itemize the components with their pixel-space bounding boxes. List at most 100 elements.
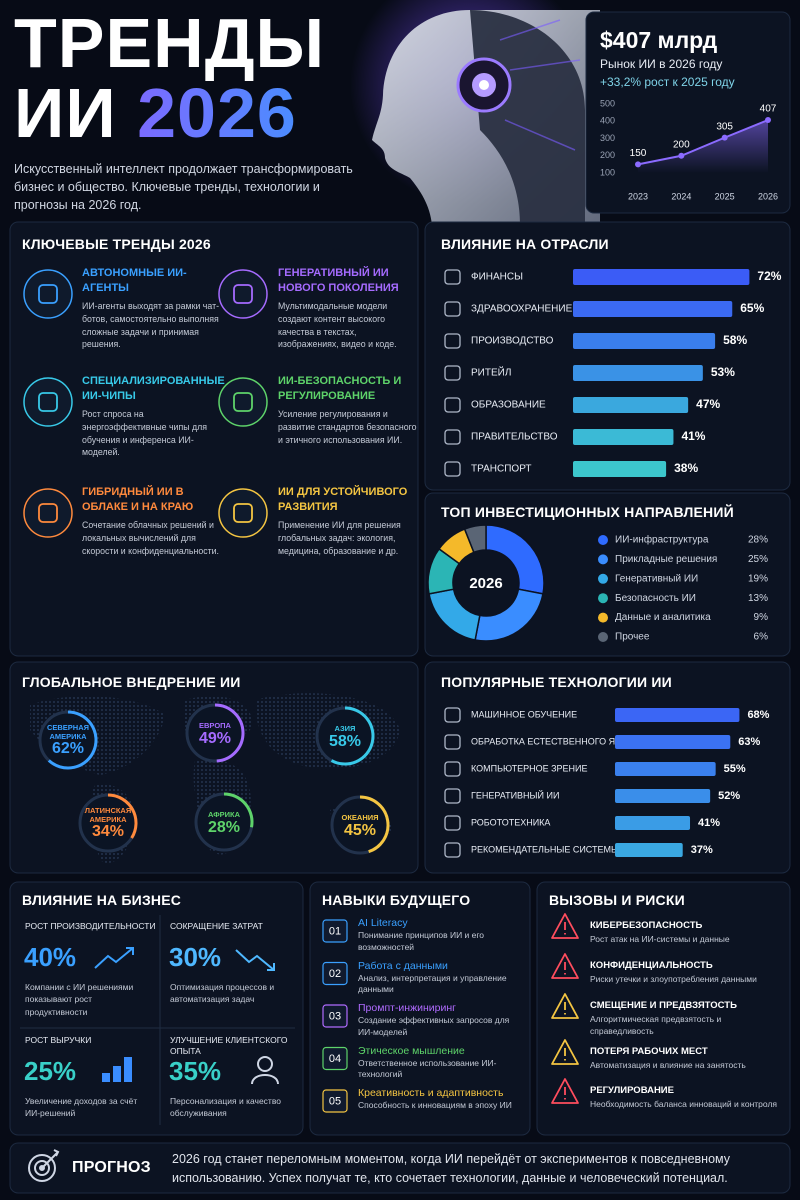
category-icon	[444, 301, 461, 317]
section-title: ПОПУЛЯРНЫЕ ТЕХНОЛОГИИ ИИ	[441, 674, 672, 690]
region-ring	[359, 795, 390, 854]
category-icon	[444, 788, 461, 804]
y-tick-label: 500	[600, 98, 615, 108]
number-box	[322, 1046, 348, 1071]
icon-ring	[23, 488, 73, 538]
x-tick-label: 2025	[715, 191, 735, 201]
value-label: 63%	[738, 736, 760, 748]
legend-value: 25%	[748, 554, 768, 565]
y-tick-label: 100	[600, 167, 615, 177]
bars-icon	[124, 1057, 132, 1082]
category-icon	[444, 761, 461, 777]
category-label: РОБОТОТЕХНИКА	[471, 817, 550, 827]
trend-icon	[218, 488, 268, 538]
value-label: 65%	[740, 301, 764, 315]
region-name: ЕВРОПА	[199, 721, 231, 730]
bar	[573, 365, 703, 381]
data-label: 150	[630, 148, 647, 159]
value-label: 68%	[747, 709, 769, 721]
skill-title: Работа с данными	[358, 959, 448, 972]
y-tick-label: 300	[600, 133, 615, 143]
icon-ring	[218, 269, 268, 319]
skill-text: Способность к инновациям в эпоху ИИ	[358, 1100, 512, 1110]
region-name: АЗИЯ	[334, 724, 356, 733]
metric-label: РОСТ ПРОИЗВОДИТЕЛЬНОСТИ	[25, 921, 156, 931]
trends-panel	[9, 221, 419, 657]
icon-glyph	[38, 503, 58, 523]
bar	[573, 269, 750, 285]
category-icon	[444, 333, 461, 349]
risk-title: ПОТЕРЯ РАБОЧИХ МЕСТ	[590, 1046, 708, 1057]
bar	[573, 301, 733, 317]
point	[635, 161, 641, 168]
region-ring	[47, 710, 98, 770]
legend-label: Прикладные решения	[615, 554, 717, 565]
robot-illustration	[350, 0, 600, 225]
legend-dot	[598, 573, 608, 584]
icon-ring	[218, 488, 268, 538]
data-label: 407	[760, 104, 777, 115]
risk-title: КОНФИДЕНЦИАЛЬНОСТЬ	[590, 960, 713, 971]
legend-dot	[598, 593, 608, 604]
trend-icon	[23, 377, 73, 427]
title-year: 2026	[137, 74, 297, 152]
number-box	[322, 1004, 348, 1028]
trend-title: СПЕЦИАЛИЗИРОВАННЫЕ ИИ-ЧИПЫ	[82, 375, 225, 402]
category-label: ОБРАЗОВАНИЕ	[471, 400, 546, 411]
skills-panel	[309, 881, 531, 1136]
market-value: $407 млрд	[600, 27, 718, 53]
trend-title: ИИ ДЛЯ УСТОЙЧИВОГО РАЗВИТИЯ	[278, 486, 408, 513]
category-label: ТРАНСПОРТ	[471, 464, 532, 475]
skill-title: Промпт-инжиниринг	[358, 1002, 456, 1014]
data-label: 200	[673, 139, 690, 150]
metric-label: УЛУЧШЕНИЕ КЛИЕНТСКОГО ОПЫТА	[170, 1035, 288, 1057]
skill-title: Этическое мышление	[358, 1044, 465, 1057]
category-icon	[444, 842, 461, 858]
value-label: 53%	[711, 365, 735, 379]
x-tick-label: 2026	[758, 191, 778, 201]
number-box	[322, 961, 348, 986]
skill-text: Ответственное использование ИИ-технологи…	[358, 1057, 497, 1080]
trend-up-icon	[94, 947, 134, 969]
value-label: 41%	[681, 429, 705, 443]
skill-text: Понимание принципов ИИ и его возможносте…	[358, 930, 485, 952]
value-label: 52%	[718, 790, 740, 802]
risk-text: Риски утечки и злоупотребления данными	[590, 974, 757, 984]
category-label: ЗДРАВООХРАНЕНИЕ	[471, 304, 573, 315]
category-icon	[444, 269, 461, 285]
value-label: 37%	[691, 844, 713, 856]
skill-number: 02	[329, 968, 341, 980]
category-icon	[444, 365, 461, 381]
bar	[573, 333, 716, 349]
risk-text: Необходимость баланса инноваций и контро…	[590, 1099, 778, 1109]
risk-title: КИБЕРБЕЗОПАСНОСТЬ	[590, 920, 703, 931]
legend-label: Безопасность ИИ	[615, 593, 696, 604]
bars-icon	[102, 1073, 110, 1082]
bar	[615, 843, 683, 857]
line	[637, 119, 769, 166]
metric-text: Оптимизация процессов и автоматизация за…	[170, 982, 275, 1005]
risk-title: СМЕЩЕНИЕ И ПРЕДВЗЯТОСТЬ	[590, 1000, 737, 1011]
legend-value: 28%	[748, 535, 768, 546]
donut-center: 2026	[469, 575, 502, 592]
category-label: ФИНАНСЫ	[471, 272, 523, 283]
legend-dot	[598, 612, 608, 623]
section-title: ВЛИЯНИЕ НА ОТРАСЛИ	[441, 236, 609, 252]
trend-title: АВТОНОМНЫЕ ИИ-АГЕНТЫ	[82, 267, 187, 294]
legend-value: 9%	[754, 612, 769, 623]
number-box	[322, 919, 348, 943]
skill-number: 04	[329, 1053, 341, 1065]
risk-text: Алгоритмическая предвзятость и справедли…	[590, 1014, 722, 1036]
title-ai: ИИ	[14, 74, 117, 152]
legend-value: 6%	[754, 632, 769, 643]
category-label: РИТЕЙЛ	[471, 366, 511, 379]
category-icon	[444, 734, 461, 750]
market-growth: +33,2% рост к 2025 году	[600, 75, 735, 89]
region-name: СЕВЕРНАЯ АМЕРИКА	[46, 723, 90, 741]
icon-glyph	[233, 392, 253, 412]
region-ring	[223, 792, 254, 828]
trend-text: Рост спроса на энергоэффективные чипы дл…	[82, 409, 208, 458]
trend-title: ГЕНЕРАТИВНЫЙ ИИ НОВОГО ПОКОЛЕНИЯ	[278, 267, 399, 294]
region-value: 28%	[207, 819, 241, 836]
